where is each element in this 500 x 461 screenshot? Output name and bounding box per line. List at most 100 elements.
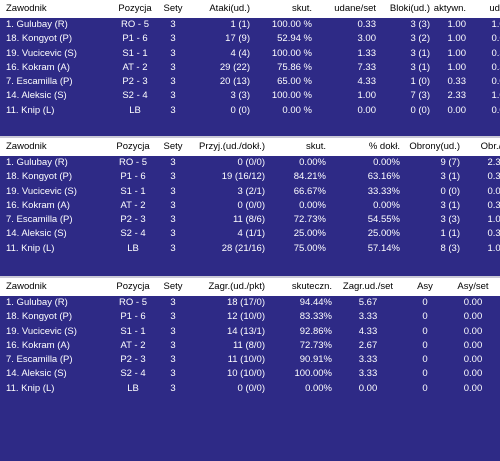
stat-cell: 66.67% — [293, 185, 326, 197]
stat-cell: 3 (1) — [440, 199, 460, 211]
column-header-zagr-ud-set[interactable]: Zagr.ud./set — [342, 281, 394, 292]
stat-cell: 0.00 — [491, 104, 500, 116]
stat-cell: 1 (1) — [440, 228, 460, 240]
stat-cell: 1.00 — [491, 19, 500, 30]
column-header-sety[interactable]: Sety — [163, 141, 183, 152]
column-header-sety[interactable]: Sety — [163, 3, 183, 14]
stat-cell: LB — [129, 104, 141, 116]
column-header-aktywn[interactable]: aktywn. — [433, 3, 466, 14]
column-header-zawodnik[interactable]: Zawodnik — [6, 3, 47, 14]
table-row[interactable]: 19. Vucicevic (S) S1 - 1 3 3 (2/1) 66.67% 33.… — [0, 185, 500, 199]
stat-cell: 0.33 — [491, 61, 500, 73]
table-row[interactable]: 18. Kongyot (P) P1 - 6 3 17 (9) 52.94 % 3.00 3… — [0, 32, 500, 46]
stat-cell: 3 — [170, 171, 176, 183]
column-header-zawodnik[interactable]: Zawodnik — [6, 141, 47, 152]
table-row[interactable]: 18. Kongyot (P) P1 - 6 3 12 (10/0) 83.33% 3.3… — [0, 310, 500, 324]
column-header-pozycja[interactable]: Pozycja — [118, 3, 152, 14]
stat-cell: 3 — [170, 33, 176, 45]
column-header-obr-s[interactable]: Obr./s — [480, 141, 500, 152]
stat-cell: 94.44% — [299, 297, 332, 308]
stat-cell: 0.33 — [487, 228, 500, 240]
player-name-cell: 11. Knip (L) — [6, 104, 55, 116]
player-name-cell: 14. Aleksic (S) — [6, 368, 67, 380]
stat-cell: RO - 5 — [121, 19, 149, 30]
stat-cell: 3.00 — [357, 33, 377, 45]
column-header-skut[interactable]: skut. — [291, 3, 312, 14]
stat-cell: 0.33 — [447, 76, 467, 88]
table-row[interactable]: 11. Knip (L) LB 3 28 (21/16) 75.00% 57.14% 8 (… — [0, 242, 500, 256]
table-row[interactable]: 14. Aleksic (S) S2 - 4 3 3 (3) 100.00 % 1.00 7… — [0, 89, 500, 103]
column-header-przyj-ud-dok[interactable]: Przyj.(ud./dokł.) — [199, 141, 265, 152]
stat-cell: 0.00% — [299, 199, 326, 211]
column-header-pozycja[interactable]: Pozycja — [116, 281, 150, 292]
stat-cell: 0 (0) — [230, 104, 250, 116]
column-header-dok[interactable]: % dokł. — [368, 141, 400, 152]
stat-cell: 1.00 — [447, 61, 467, 73]
table-row[interactable]: 16. Kokram (A) AT - 2 3 29 (22) 75.86 % 7.33 3… — [0, 61, 500, 75]
stat-cell: 100.00 % — [271, 47, 312, 59]
stat-cell: 19 (16/12) — [221, 171, 265, 183]
stat-cell: 3 — [170, 368, 176, 380]
table-row[interactable]: 1. Gulubay (R) RO - 5 3 0 (0/0) 0.00% 0.00% 9 … — [0, 156, 500, 170]
column-header-zawodnik[interactable]: Zawodnik — [6, 281, 47, 292]
stat-cell: 0 (0/0) — [237, 382, 265, 394]
stat-cell: 0.00 — [463, 339, 483, 351]
reception-table-header: Zawodnik Pozycja Sety Przyj.(ud./dokł.) skut… — [0, 138, 500, 156]
stat-cell: 3 — [170, 19, 176, 30]
column-header-skut[interactable]: skut. — [305, 141, 326, 152]
table-row[interactable]: 1. Gulubay (R) RO - 5 3 1 (1) 100.00 % 0.33 3 … — [0, 18, 500, 32]
stat-cell: 3 — [170, 61, 176, 73]
stat-cell: 92.86% — [299, 325, 332, 337]
player-name-cell: 19. Vucicevic (S) — [6, 47, 77, 59]
table-row[interactable]: 14. Aleksic (S) S2 - 4 3 10 (10/0) 100.00% 3.… — [0, 367, 500, 381]
stat-cell: 9 (7) — [440, 157, 460, 168]
stat-cell: S2 - 4 — [120, 228, 146, 240]
table-row[interactable]: 19. Vucicevic (S) S1 - 1 3 4 (4) 100.00 % 1.3… — [0, 47, 500, 61]
stat-cell: 25.00% — [367, 228, 400, 240]
stat-cell: 3 — [170, 104, 176, 116]
column-header-asy-set[interactable]: Asy/set — [457, 281, 489, 292]
stat-cell: 3 — [170, 228, 176, 240]
column-header-zagr-ud-pkt[interactable]: Zagr.(ud./pkt) — [208, 281, 266, 292]
column-header-ud-s[interactable]: ud./s — [489, 3, 500, 14]
table-row[interactable]: 11. Knip (L) LB 3 0 (0/0) 0.00% 0.00 0 0.00 — [0, 382, 500, 396]
table-row[interactable]: 7. Escamilla (P) P2 - 3 3 11 (8/6) 72.73% 54.… — [0, 213, 500, 227]
stat-cell: 29 (22) — [219, 61, 250, 73]
stat-cell: 1 (0) — [410, 76, 430, 88]
column-header-pozycja[interactable]: Pozycja — [116, 141, 150, 152]
stat-cell: 83.33% — [299, 311, 332, 323]
table-row[interactable]: 18. Kongyot (P) P1 - 6 3 19 (16/12) 84.21% 63… — [0, 170, 500, 184]
player-name-cell: 1. Gulubay (R) — [6, 19, 68, 30]
player-name-cell: 1. Gulubay (R) — [6, 157, 68, 168]
column-header-asy[interactable]: Asy — [417, 281, 433, 292]
stat-cell: 11 (8/6) — [232, 214, 265, 226]
table-row[interactable]: 7. Escamilla (P) P2 - 3 3 11 (10/0) 90.91% 3.… — [0, 353, 500, 367]
table-row[interactable]: 16. Kokram (A) AT - 2 3 0 (0/0) 0.00% 0.00% 3 … — [0, 199, 500, 213]
stat-cell: 0.00 — [463, 368, 483, 380]
table-row[interactable]: 7. Escamilla (P) P2 - 3 3 20 (13) 65.00 % 4.3… — [0, 75, 500, 89]
table-row[interactable]: 11. Knip (L) LB 3 0 (0) 0.00 % 0.00 0 (0) 0.00 0… — [0, 104, 500, 118]
stat-cell: AT - 2 — [122, 61, 148, 73]
stat-cell: 3 — [170, 199, 176, 211]
table-row[interactable]: 1. Gulubay (R) RO - 5 3 18 (17/0) 94.44% 5.67… — [0, 296, 500, 310]
player-name-cell: 19. Vucicevic (S) — [6, 325, 77, 337]
stat-cell: 3 — [170, 382, 176, 394]
stat-cell: 3 — [170, 311, 176, 323]
column-header-bloki-ud[interactable]: Bloki(ud.) — [389, 3, 430, 14]
column-header-sety[interactable]: Sety — [163, 281, 183, 292]
column-header-udane-set[interactable]: udane/set — [334, 3, 376, 14]
column-header-obrony-ud[interactable]: Obrony(ud.) — [409, 141, 460, 152]
table-row[interactable]: 16. Kokram (A) AT - 2 3 11 (8/0) 72.73% 2.67 0… — [0, 339, 500, 353]
stat-cell: 72.73% — [299, 339, 332, 351]
column-header-skuteczn[interactable]: skuteczn. — [291, 281, 332, 292]
attack-stats-table: Zawodnik Pozycja Sety Ataki(ud.) skut. udane/… — [0, 0, 500, 122]
player-name-cell: 11. Knip (L) — [6, 242, 55, 254]
table-row[interactable]: 14. Aleksic (S) S2 - 4 3 4 (1/1) 25.00% 25.00… — [0, 227, 500, 241]
stat-cell: 3 — [170, 185, 176, 197]
stat-cell: P2 - 3 — [122, 76, 148, 88]
player-name-cell: 18. Kongyot (P) — [6, 33, 73, 45]
table-row[interactable]: 19. Vucicevic (S) S1 - 1 3 14 (13/1) 92.86% 4… — [0, 325, 500, 339]
stat-cell: 3 — [170, 325, 176, 337]
column-header-ataki-ud[interactable]: Ataki(ud.) — [209, 3, 250, 14]
stat-cell: AT - 2 — [120, 339, 146, 351]
